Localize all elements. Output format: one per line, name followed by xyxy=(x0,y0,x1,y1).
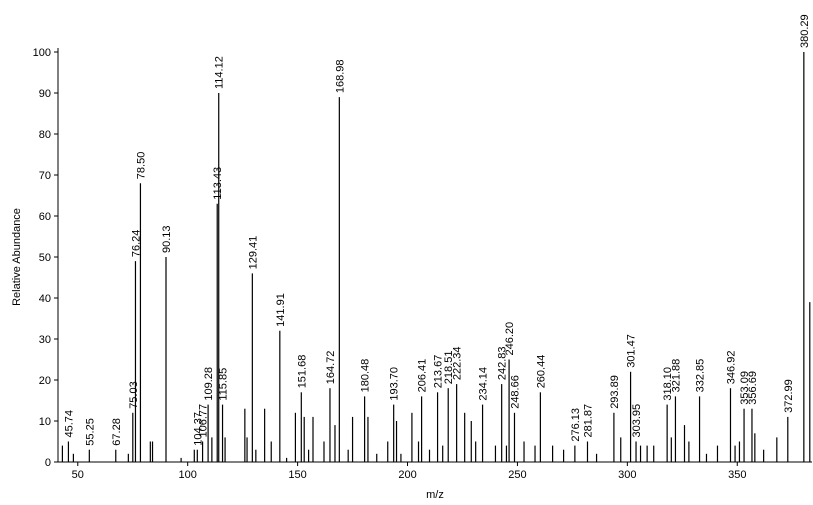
peak-label: 301.47 xyxy=(626,334,638,368)
y-tick-label: 60 xyxy=(39,211,51,223)
peak-label: 193.70 xyxy=(389,367,401,401)
peak-label: 75.03 xyxy=(128,381,140,409)
y-tick-label: 90 xyxy=(39,88,51,100)
y-tick-label: 30 xyxy=(39,334,51,346)
peak-label: 106.77 xyxy=(198,404,210,438)
y-tick-label: 40 xyxy=(39,293,51,305)
peak-label: 276.13 xyxy=(570,408,582,442)
peak-label: 114.12 xyxy=(214,56,226,89)
y-tick-label: 0 xyxy=(45,457,51,469)
peak-label: 218.51 xyxy=(443,351,455,385)
peak-label: 164.72 xyxy=(325,351,337,385)
peak-label: 168.98 xyxy=(334,59,346,93)
x-tick-label: 100 xyxy=(179,469,197,481)
peak-label: 246.20 xyxy=(504,322,516,356)
y-tick-label: 70 xyxy=(39,170,51,182)
peak-label: 356.69 xyxy=(747,371,759,405)
peak-label: 332.85 xyxy=(695,359,707,393)
x-tick-label: 50 xyxy=(72,469,84,481)
peak-label: 242.83 xyxy=(497,346,509,380)
peak-label: 353.09 xyxy=(739,371,751,405)
peak-label: 222.34 xyxy=(452,346,464,380)
y-tick-label: 10 xyxy=(39,416,51,428)
x-tick-label: 150 xyxy=(288,469,306,481)
peak-label: 104.37 xyxy=(192,412,204,446)
peak-label: 321.88 xyxy=(670,359,682,393)
peak-label: 109.28 xyxy=(203,367,215,401)
x-tick-label: 350 xyxy=(728,469,746,481)
peak-label: 206.41 xyxy=(417,359,429,393)
peak-label: 67.28 xyxy=(111,418,123,446)
peak-label: 180.48 xyxy=(360,359,372,393)
y-axis-label: Relative Abundance xyxy=(11,208,23,306)
x-tick-label: 200 xyxy=(398,469,416,481)
peak-label: 318.10 xyxy=(662,367,674,401)
y-tick-label: 20 xyxy=(39,375,51,387)
peak-label: 76.24 xyxy=(130,230,142,258)
peak-label: 115.85 xyxy=(218,368,230,401)
peak-label: 248.66 xyxy=(509,375,521,409)
peak-label: 293.89 xyxy=(609,375,621,409)
peak-label: 90.13 xyxy=(161,225,173,253)
peak-label: 281.87 xyxy=(582,404,594,438)
x-tick-label: 300 xyxy=(618,469,636,481)
peak-label: 55.25 xyxy=(84,418,96,446)
peak-label: 260.44 xyxy=(535,355,547,389)
peak-label: 346.92 xyxy=(725,351,737,385)
peak-label: 141.91 xyxy=(275,293,287,327)
y-tick-label: 80 xyxy=(39,129,51,141)
y-tick-label: 50 xyxy=(39,252,51,264)
peak-label: 129.41 xyxy=(247,236,259,270)
x-axis-label: m/z xyxy=(426,489,444,501)
peak-label: 372.99 xyxy=(783,379,795,413)
x-tick-label: 250 xyxy=(508,469,526,481)
peak-label: 213.67 xyxy=(433,355,445,389)
peak-label: 78.50 xyxy=(135,152,147,180)
y-tick-label: 100 xyxy=(33,47,51,59)
peak-label: 380.29 xyxy=(799,14,811,48)
peak-label: 45.74 xyxy=(63,410,75,438)
peak-label: 303.95 xyxy=(631,404,643,438)
peak-label: 234.14 xyxy=(478,367,490,401)
peak-label: 151.68 xyxy=(296,355,308,389)
